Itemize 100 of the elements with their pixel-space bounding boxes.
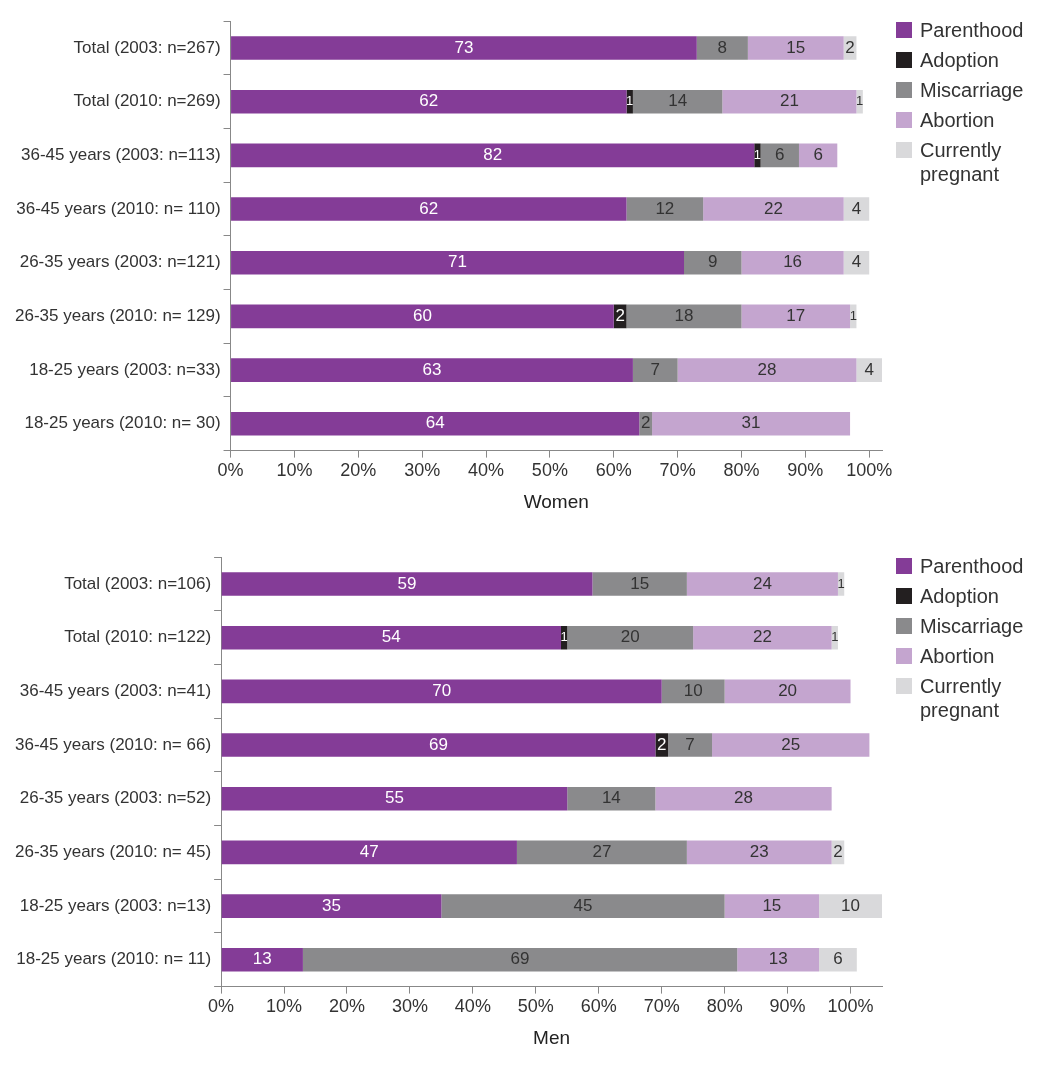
- bar: [741, 250, 844, 275]
- legend-label: Parenthood: [920, 554, 1025, 578]
- bar: [722, 89, 857, 114]
- x-tick-label: 20%: [328, 996, 365, 1017]
- y-tick-label: 36-45 years (2010: n= 110): [16, 198, 221, 218]
- y-tick-label: 36-45 years (2003: n=41): [19, 681, 212, 701]
- data-label: 20: [620, 627, 640, 647]
- y-tick-label: 36-45 years (2010: n= 66): [14, 734, 212, 754]
- bar: [819, 947, 857, 972]
- legend-label: Miscarriage: [920, 614, 1025, 638]
- bar: [231, 36, 697, 60]
- x-tick-label: 70%: [659, 460, 696, 481]
- bar: [231, 143, 755, 168]
- bar: [221, 572, 593, 596]
- bar: [661, 679, 725, 704]
- data-label: 18: [674, 306, 694, 326]
- data-label: 6: [813, 145, 823, 165]
- x-tick-label: 40%: [454, 996, 491, 1017]
- bar: [626, 304, 742, 329]
- legend-label: Parenthood: [920, 18, 1025, 42]
- data-label: 28: [757, 359, 777, 379]
- data-label: 35: [322, 895, 341, 915]
- bar: [567, 786, 656, 811]
- x-axis-title: Men: [533, 1026, 571, 1048]
- data-label: 1: [831, 629, 839, 645]
- bar: [693, 625, 832, 650]
- data-label: 54: [381, 627, 401, 647]
- bar: [724, 679, 851, 704]
- legend-label: Abortion: [920, 108, 996, 132]
- data-label: 22: [752, 627, 772, 647]
- data-label: 1: [837, 575, 845, 591]
- x-tick-label: 90%: [769, 996, 806, 1017]
- y-tick-label: Total (2010: n=269): [73, 91, 221, 111]
- data-label: 16: [783, 252, 803, 272]
- legend-label: Currently pregnant: [920, 138, 1003, 186]
- x-tick-label: 100%: [846, 460, 893, 481]
- data-label: 64: [425, 413, 445, 433]
- bar: [592, 572, 687, 596]
- bar: [516, 840, 687, 865]
- data-label: 69: [429, 734, 448, 754]
- bar: [221, 894, 442, 918]
- data-label: 55: [384, 788, 404, 808]
- bar: [441, 894, 725, 918]
- data-label: 59: [397, 573, 417, 593]
- legend-label: Adoption: [920, 48, 1000, 72]
- bar: [652, 411, 851, 436]
- data-label: 1: [849, 307, 857, 323]
- y-tick-label: 18-25 years (2003: n=13): [19, 895, 212, 915]
- bar: [231, 358, 633, 382]
- bar: [231, 197, 627, 221]
- x-tick-label: 30%: [391, 996, 428, 1017]
- data-label: 45: [573, 895, 593, 915]
- data-label: 71: [448, 252, 467, 272]
- x-tick-label: 30%: [404, 460, 441, 481]
- data-label: 4: [864, 359, 874, 379]
- bar: [231, 304, 614, 329]
- data-label: 22: [763, 198, 783, 218]
- bar: [302, 947, 738, 972]
- y-tick-label: 26-35 years (2010: n= 129): [14, 306, 221, 326]
- data-label: 4: [851, 198, 862, 218]
- x-axis-title: Women: [523, 490, 589, 512]
- data-label: 2: [640, 413, 651, 433]
- bar: [221, 733, 656, 757]
- x-tick-label: 80%: [706, 996, 743, 1017]
- data-label: 4: [851, 252, 862, 272]
- bar: [741, 304, 851, 329]
- bar: [221, 625, 561, 650]
- data-label: 20: [778, 681, 798, 701]
- y-tick-label: Total (2010: n=122): [64, 627, 212, 647]
- y-tick-label: Total (2003: n=267): [73, 37, 221, 57]
- bar: [221, 679, 662, 704]
- bar: [667, 733, 713, 757]
- data-label: 2: [656, 734, 667, 754]
- data-label: 14: [668, 91, 688, 111]
- bar: [819, 894, 882, 918]
- bar: [724, 894, 820, 918]
- data-label: 31: [741, 413, 761, 433]
- y-tick-label: 26-35 years (2003: n=121): [19, 252, 221, 272]
- data-label: 1: [560, 629, 568, 645]
- bar: [632, 89, 723, 114]
- bar: [712, 733, 870, 757]
- bar: [686, 840, 832, 865]
- data-label: 24: [752, 573, 772, 593]
- data-label: 10: [841, 895, 860, 915]
- bar: [221, 840, 517, 865]
- data-label: 15: [762, 895, 782, 915]
- data-label: 70: [432, 681, 452, 701]
- data-label: 28: [734, 788, 753, 808]
- data-label: 6: [775, 145, 785, 165]
- x-tick-label: 10%: [276, 460, 313, 481]
- data-label: 47: [359, 842, 379, 862]
- data-label: 1: [856, 93, 864, 109]
- bar: [686, 572, 838, 596]
- data-label: 2: [845, 37, 855, 57]
- bar: [703, 197, 844, 221]
- data-label: 82: [483, 145, 503, 165]
- bar: [684, 250, 742, 275]
- x-tick-label: 50%: [517, 996, 554, 1017]
- data-label: 7: [685, 734, 695, 754]
- x-tick-label: 90%: [787, 460, 824, 481]
